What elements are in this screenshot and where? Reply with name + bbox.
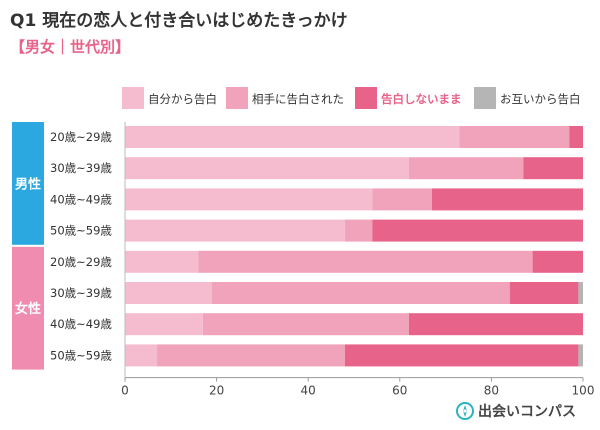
group-label: 女性	[15, 301, 41, 317]
category-label: 50歳~59歳	[50, 224, 112, 238]
category-label: 20歳~29歳	[50, 130, 112, 144]
category-label: 40歳~49歳	[50, 317, 112, 331]
legend-label: 相手に告白された	[252, 92, 344, 106]
x-tick-label: 60	[392, 384, 407, 398]
legend-swatch	[474, 87, 496, 109]
bar-segment	[202, 313, 409, 336]
category-label: 30歳~39歳	[50, 286, 112, 300]
bar-segment	[125, 219, 345, 242]
bar-segment	[431, 188, 583, 211]
bar-segment	[509, 282, 579, 304]
legend-swatch	[226, 87, 248, 109]
bar-segment	[578, 282, 583, 304]
bar-segment	[344, 344, 579, 367]
brand-name: 出会いコンパス	[478, 404, 576, 420]
bar-segment	[569, 126, 583, 148]
x-tick-label: 0	[121, 384, 129, 398]
bar-segment	[578, 344, 583, 367]
bar-segment	[408, 157, 524, 180]
bar-segment	[125, 157, 409, 180]
group-box	[12, 246, 44, 370]
bar-segment	[459, 126, 570, 148]
legend-label: 告白しないまま	[381, 92, 462, 106]
legend-swatch	[355, 87, 377, 109]
title-text: 現在の恋人と付き合いはじめたきっかけ	[42, 11, 348, 31]
brand-logo: 出会いコンパス	[456, 401, 576, 421]
group-label: 男性	[15, 176, 41, 192]
bar-segment	[198, 250, 533, 273]
x-tick-label: 100	[572, 384, 595, 398]
chart-subtitle: 【男女｜世代別】	[10, 38, 131, 56]
legend-label: 自分から告白	[148, 92, 217, 106]
bar-segment	[212, 282, 510, 304]
bar-segment	[523, 157, 583, 180]
bar-segment	[532, 250, 583, 273]
x-tick-label: 20	[209, 384, 224, 398]
bar-segment	[125, 344, 158, 367]
x-tick-label: 40	[301, 384, 316, 398]
group-box	[12, 122, 44, 245]
legend-label: お互いから告白	[500, 92, 581, 106]
category-label: 50歳~59歳	[50, 348, 112, 362]
bar-segment	[125, 313, 203, 336]
chart-title: Q1 現在の恋人と付き合いはじめたきっかけ	[10, 6, 348, 31]
question-number: Q1	[10, 11, 37, 31]
bar-segment	[125, 188, 373, 211]
bar-segment	[372, 188, 432, 211]
category-label: 30歳~39歳	[50, 161, 112, 175]
compass-icon	[456, 402, 474, 420]
bar-segment	[157, 344, 345, 367]
category-label: 20歳~29歳	[50, 255, 112, 269]
bar-segment	[408, 313, 583, 336]
category-label: 40歳~49歳	[50, 192, 112, 206]
x-tick-label: 80	[484, 384, 499, 398]
legend-swatch	[122, 87, 144, 109]
bar-segment	[125, 250, 199, 273]
bar-segment	[344, 219, 373, 242]
bar-segment	[125, 282, 213, 304]
bar-segment	[125, 126, 460, 148]
bar-segment	[372, 219, 583, 242]
